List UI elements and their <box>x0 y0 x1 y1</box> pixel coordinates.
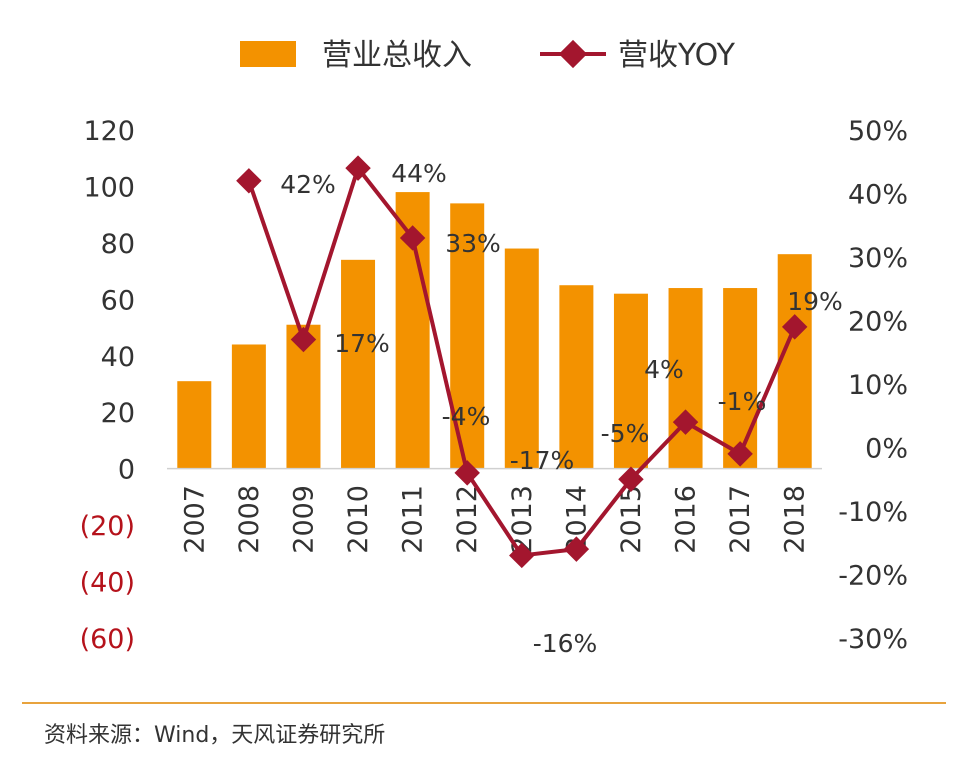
x-tick-label: 2016 <box>671 485 702 554</box>
right-tick-label: 50% <box>848 116 908 147</box>
x-tick-label: 2008 <box>234 485 265 554</box>
right-axis: 50% 40% 30% 20% 10% 0% -10% -20% -30% <box>838 116 908 655</box>
x-tick-label: 2018 <box>780 485 811 554</box>
yoy-marker <box>727 441 753 467</box>
right-tick-label: 10% <box>848 370 908 401</box>
left-tick-label: (20) <box>80 511 135 542</box>
left-tick-label: 20 <box>101 398 135 429</box>
x-tick-label: 2012 <box>452 485 483 554</box>
yoy-marker <box>563 536 590 562</box>
bar <box>231 344 266 469</box>
yoy-marker <box>454 460 480 486</box>
right-tick-label: 20% <box>848 307 908 338</box>
legend: 营业总收入 营收YOY <box>240 38 736 73</box>
yoy-data-label: 4% <box>644 355 684 384</box>
legend-bar-swatch <box>240 41 296 67</box>
legend-line-label: 营收YOY <box>618 38 736 73</box>
right-tick-label: 40% <box>848 180 908 211</box>
bar <box>723 288 758 469</box>
yoy-data-label: -17% <box>510 446 575 475</box>
bar <box>668 288 703 469</box>
left-tick-label: 100 <box>83 172 135 203</box>
data-labels: 42% 17% 44% 33% -4% -17% -16% -5% 4% -1% 19% <box>280 159 843 658</box>
bar <box>177 381 212 469</box>
legend-bar-label: 营业总收入 <box>322 38 472 73</box>
bar <box>559 285 594 469</box>
yoy-marker <box>345 155 371 181</box>
yoy-data-label: 19% <box>787 287 843 316</box>
x-tick-label: 2009 <box>288 485 319 554</box>
right-tick-label: 0% <box>865 434 908 465</box>
bar <box>613 293 648 469</box>
yoy-marker <box>290 326 317 353</box>
x-axis: 2007 2008 2009 2010 2011 2012 2013 2014 2015 2016… <box>179 485 810 554</box>
yoy-data-label: -4% <box>442 402 491 431</box>
left-tick-label: 0 <box>118 455 135 486</box>
yoy-data-label: -16% <box>533 629 598 658</box>
right-tick-label: -10% <box>838 497 908 528</box>
left-tick-label: (40) <box>80 568 135 599</box>
yoy-marker <box>781 314 808 340</box>
right-tick-label: -20% <box>838 561 908 592</box>
left-tick-label: 40 <box>101 342 135 373</box>
left-tick-label: 80 <box>101 229 135 260</box>
bar <box>504 248 539 469</box>
x-tick-label: 2015 <box>616 485 647 554</box>
right-tick-label: 30% <box>848 243 908 274</box>
bar-series <box>177 192 812 469</box>
left-tick-label: 120 <box>83 116 135 147</box>
bar <box>341 259 376 469</box>
x-tick-label: 2007 <box>179 485 210 554</box>
legend-line-marker <box>558 39 588 69</box>
left-tick-label: (60) <box>80 624 135 655</box>
yoy-line-series <box>236 155 808 569</box>
yoy-data-label: 33% <box>445 229 501 258</box>
x-tick-label: 2017 <box>725 485 756 554</box>
yoy-marker <box>509 542 535 569</box>
source-note: 资料来源：Wind，天风证券研究所 <box>44 723 385 748</box>
yoy-data-label: 17% <box>334 329 390 358</box>
x-tick-label: 2011 <box>398 485 429 554</box>
yoy-marker <box>399 225 426 251</box>
yoy-data-label: -5% <box>601 419 650 448</box>
yoy-marker <box>236 168 262 194</box>
left-tick-label: 60 <box>101 285 135 316</box>
yoy-marker <box>672 409 699 435</box>
left-axis: 120 100 80 60 40 20 0 (20) (40) (60) <box>80 116 135 655</box>
x-tick-label: 2010 <box>343 485 374 554</box>
yoy-data-label: 44% <box>391 159 447 188</box>
yoy-marker <box>618 466 644 492</box>
yoy-data-label: -1% <box>718 387 767 416</box>
bar <box>777 254 812 469</box>
yoy-data-label: 42% <box>280 170 336 199</box>
right-tick-label: -30% <box>838 624 908 655</box>
